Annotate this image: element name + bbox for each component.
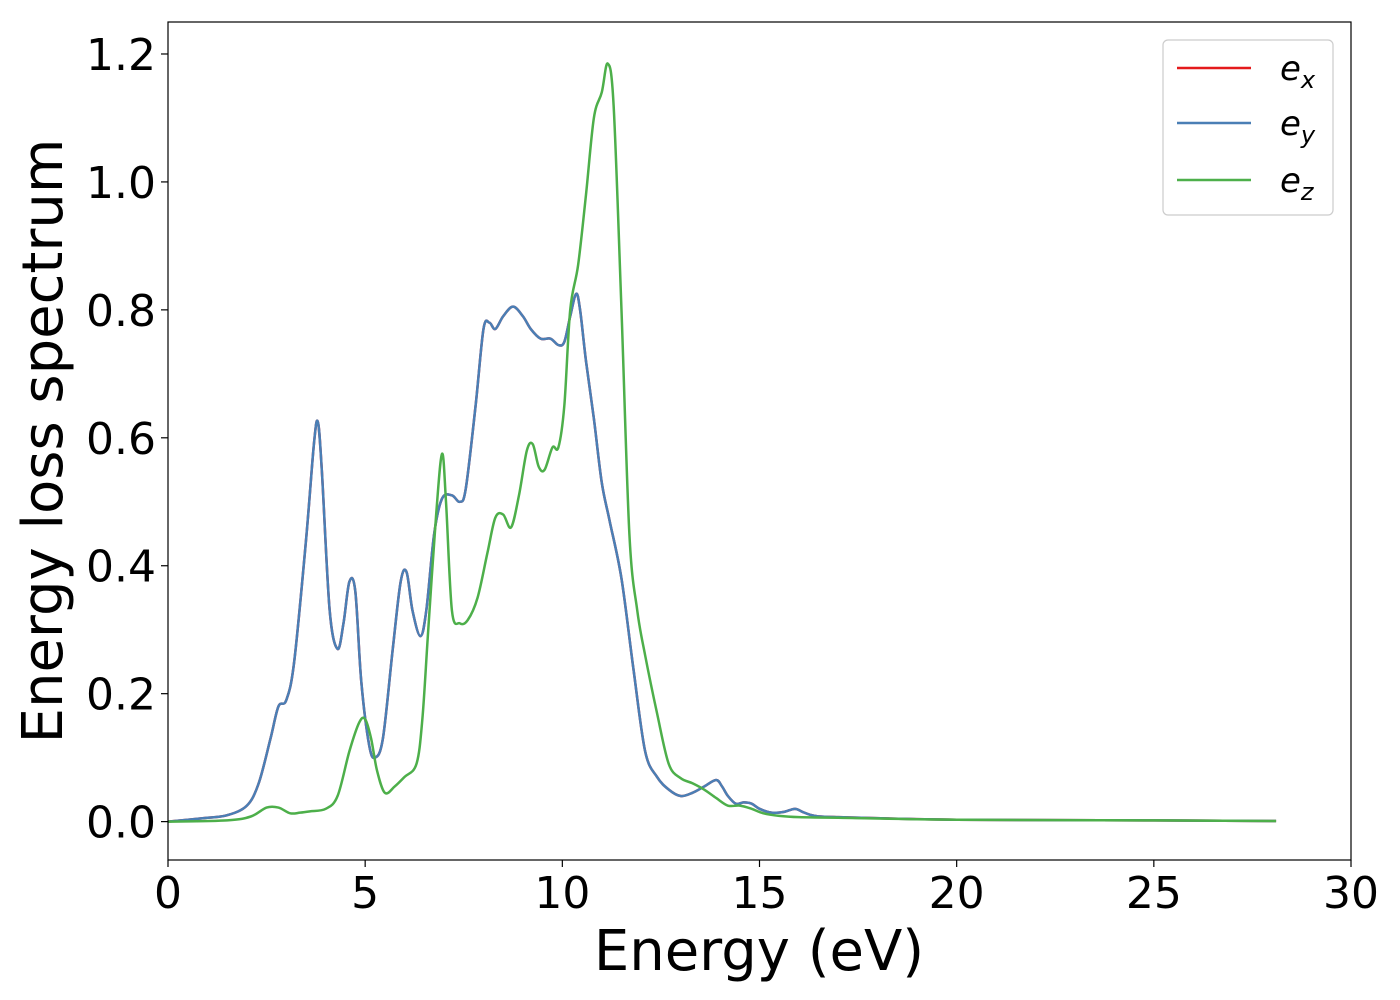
y-axis: 0.0 0.2 0.4 0.6 0.8 1.0 1.2 — [86, 30, 168, 849]
x-axis: 0 5 10 15 20 25 30 — [154, 860, 1379, 919]
legend-label-ey: ey — [1280, 104, 1316, 149]
legend-box — [1162, 39, 1334, 216]
x-tick-label: 0 — [154, 868, 182, 919]
y-tick-label: 0.0 — [86, 798, 156, 849]
y-axis-title: Energy loss spectrum — [11, 139, 76, 744]
x-tick-label: 30 — [1323, 868, 1379, 919]
y-tick-label: 1.2 — [86, 30, 156, 81]
y-tick-label: 0.8 — [86, 286, 156, 337]
legend-label-ex: ex — [1280, 49, 1316, 94]
y-tick-label: 0.6 — [86, 414, 156, 465]
x-tick-label: 25 — [1126, 868, 1182, 919]
series-line-ey — [167, 292, 1277, 823]
x-tick-label: 5 — [351, 868, 379, 919]
series-layer — [167, 62, 1277, 823]
y-tick-label: 1.0 — [86, 158, 156, 209]
legend: ex ey ez — [1162, 39, 1334, 216]
y-tick-label: 0.2 — [86, 670, 156, 721]
x-axis-title: Energy (eV) — [594, 919, 924, 984]
legend-label-ez: ez — [1280, 161, 1315, 206]
x-tick-label: 10 — [534, 868, 590, 919]
y-tick-label: 0.4 — [86, 542, 156, 593]
x-tick-label: 20 — [929, 868, 985, 919]
x-tick-label: 15 — [732, 868, 788, 919]
series-line-ez — [167, 62, 1277, 823]
